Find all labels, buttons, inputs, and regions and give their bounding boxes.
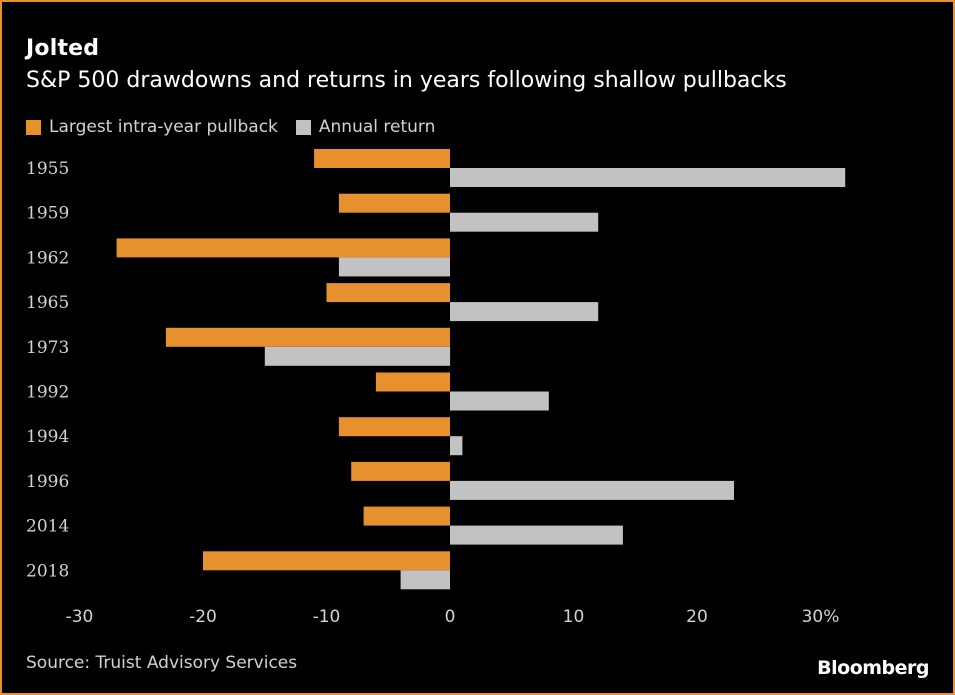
x-tick-label: -10 — [313, 607, 341, 627]
category-label-1965: 1965 — [26, 293, 69, 313]
x-tick-label: 0 — [445, 607, 456, 627]
legend-item-return: Annual return — [295, 117, 436, 137]
return-bar-1973 — [264, 346, 451, 366]
category-label-2014: 2014 — [26, 517, 69, 537]
pullback-bar-1955 — [314, 149, 450, 168]
category-label-1955: 1955 — [26, 159, 69, 179]
legend-label-return: Annual return — [318, 117, 436, 137]
x-tick-label: 30% — [802, 607, 840, 627]
chart-title: Jolted — [26, 36, 100, 61]
return-bar-1962 — [338, 257, 450, 277]
return-bar-1996 — [450, 480, 734, 500]
pullback-bar-1962 — [116, 238, 450, 258]
return-bar-1955 — [450, 168, 846, 187]
x-tick-label: 20 — [686, 607, 708, 627]
source-note: Source: Truist Advisory Services — [26, 653, 298, 673]
pullback-bar-1992 — [375, 372, 450, 392]
chart-legend: Largest intra-year pullback Annual retur… — [26, 117, 453, 137]
return-bar-2018 — [400, 570, 450, 590]
bloomberg-logo: Bloomberg — [817, 657, 929, 679]
return-bar-1992 — [450, 391, 549, 411]
category-label-1996: 1996 — [26, 472, 69, 492]
chart-subtitle: S&P 500 drawdowns and returns in years f… — [26, 68, 787, 93]
category-label-1959: 1959 — [26, 204, 69, 224]
category-label-1992: 1992 — [26, 383, 69, 403]
category-label-2018: 2018 — [26, 561, 69, 581]
pullback-bar-2018 — [203, 551, 450, 571]
return-bar-1965 — [450, 302, 599, 322]
x-tick-label: -30 — [66, 607, 94, 627]
return-bar-2014 — [450, 525, 623, 545]
pullback-bar-1965 — [326, 283, 450, 303]
legend-swatch-return — [295, 119, 311, 135]
pullback-bar-1959 — [338, 193, 450, 213]
pullback-bar-2014 — [363, 506, 450, 526]
pullback-bar-1996 — [351, 461, 450, 481]
pullback-bar-1994 — [338, 417, 450, 437]
x-tick-label: -20 — [189, 607, 217, 627]
return-bar-1994 — [450, 436, 463, 456]
legend-item-pullback: Largest intra-year pullback — [26, 117, 278, 137]
x-tick-label: 10 — [563, 607, 585, 627]
legend-swatch-pullback — [26, 119, 41, 135]
category-label-1973: 1973 — [26, 338, 69, 358]
category-label-1994: 1994 — [26, 427, 69, 447]
pullback-bar-1973 — [165, 327, 450, 347]
category-label-1962: 1962 — [26, 248, 69, 268]
legend-label-pullback: Largest intra-year pullback — [49, 117, 278, 137]
return-bar-1959 — [450, 212, 599, 232]
